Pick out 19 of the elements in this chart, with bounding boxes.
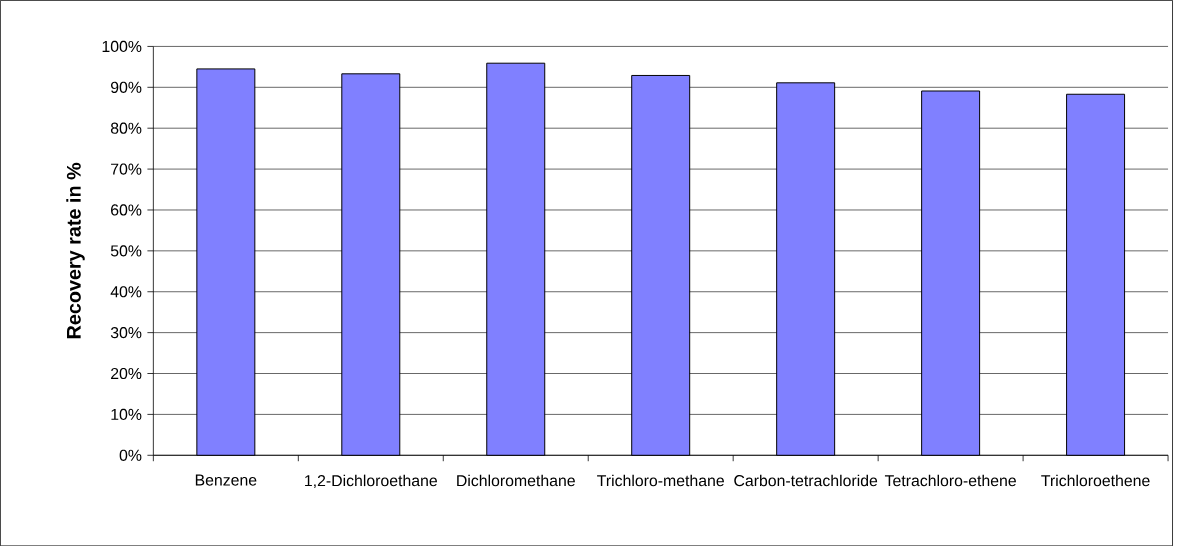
y-tick-label: 0%: [119, 449, 142, 461]
y-tick-label: 100%: [102, 40, 142, 52]
x-tick-label: Benzene: [195, 474, 257, 486]
x-tick-label: 1,2-Dichloroethane: [305, 474, 437, 488]
y-tick-label: 10%: [111, 408, 142, 420]
x-tick-label: Carbon-tetrachloride: [734, 474, 878, 487]
x-tick-label: Trichloroethene: [1041, 474, 1150, 487]
x-tick-label: Trichloro-methane: [597, 474, 724, 487]
y-axis-title: Recovery rate in %: [66, 162, 85, 338]
y-tick-label: 40%: [110, 286, 142, 298]
y-tick-label: 80%: [110, 122, 142, 134]
y-tick-label: 50%: [110, 245, 142, 257]
y-tick-label: 70%: [111, 163, 142, 175]
y-tick-label: 60%: [111, 204, 142, 216]
y-tick-label: 30%: [110, 326, 142, 339]
y-tick-label: 20%: [111, 367, 142, 379]
x-tick-label: Tetrachloro-ethene: [884, 474, 1016, 487]
y-tick-label: 90%: [110, 81, 142, 93]
x-tick-label: Dichloromethane: [457, 474, 575, 487]
